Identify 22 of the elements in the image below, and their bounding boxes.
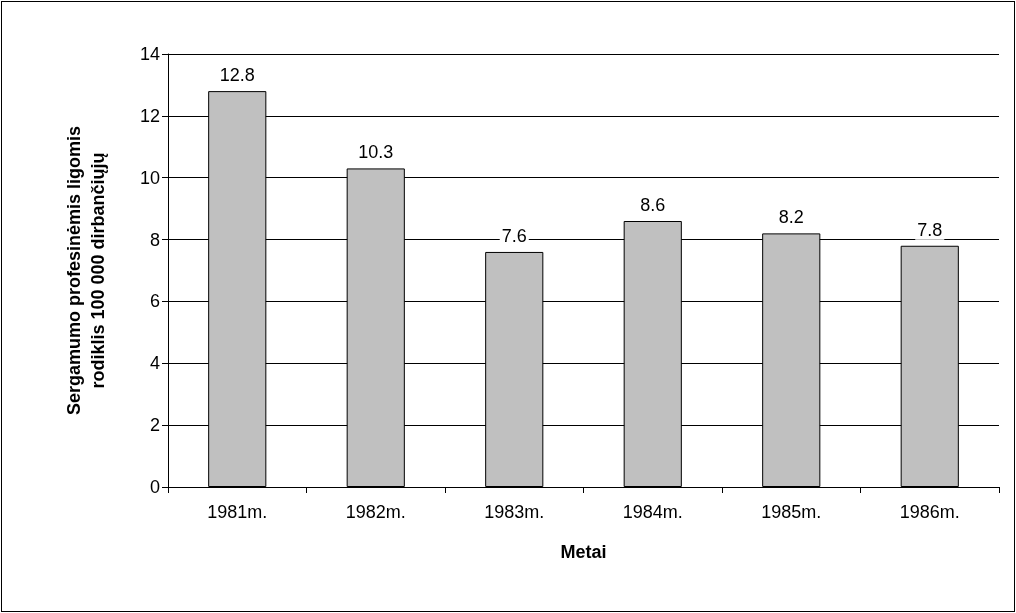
y-tick-label: 14 bbox=[139, 44, 160, 64]
data-label: 7.8 bbox=[917, 219, 943, 240]
y-tick-label: 8 bbox=[149, 229, 160, 250]
x-tick-label: 1985m. bbox=[761, 502, 822, 522]
data-label: 7.6 bbox=[501, 225, 527, 246]
x-tick-label: 1981m. bbox=[207, 502, 268, 522]
x-tick-label: 1983m. bbox=[484, 502, 545, 522]
data-label: 8.2 bbox=[778, 207, 804, 228]
data-label: 8.6 bbox=[640, 195, 666, 216]
x-axis-title: Metai bbox=[560, 542, 607, 562]
y-tick-label: 12 bbox=[139, 105, 160, 126]
y-tick-label: 2 bbox=[149, 415, 160, 436]
y-tick-label: 6 bbox=[149, 291, 160, 312]
x-tick-label: 1986m. bbox=[899, 502, 960, 522]
x-tick-label: 1984m. bbox=[622, 502, 683, 522]
y-tick-label: 0 bbox=[149, 477, 160, 497]
y-tick-label: 10 bbox=[139, 167, 160, 188]
data-label: 12.8 bbox=[219, 65, 255, 86]
y-axis-title: Sergamumo profesinėmis ligomis rodiklis 100 000 dirbančiųjų bbox=[64, 125, 108, 416]
y-tick-label: 4 bbox=[149, 353, 160, 374]
x-tick-label: 1982m. bbox=[345, 502, 406, 522]
data-label: 10.3 bbox=[358, 142, 394, 163]
